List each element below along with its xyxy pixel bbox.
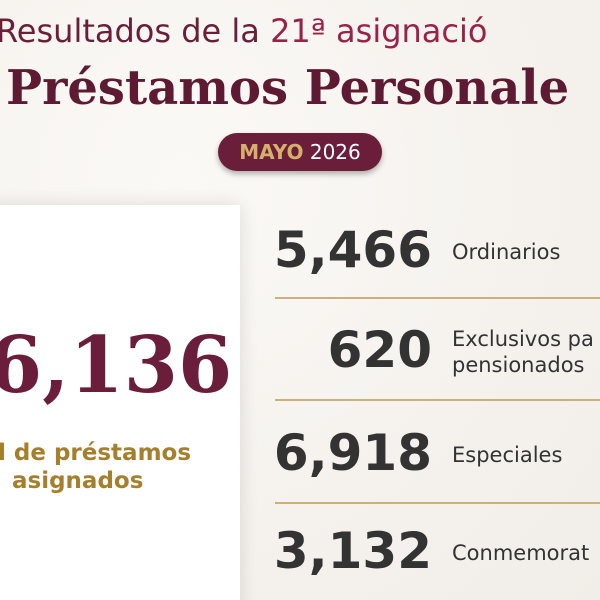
total-label: l de préstamos — [0, 440, 192, 466]
title-prefix: Resultados de la — [0, 12, 260, 50]
row-label: Exclusivos pa — [452, 327, 594, 351]
total-number: 6,136 — [0, 320, 233, 411]
row-label: Especiales — [452, 443, 563, 467]
row-number: 620 — [327, 321, 432, 379]
badge-year: 2026 — [309, 140, 361, 164]
row-number: 3,132 — [273, 522, 432, 580]
total-card — [0, 205, 240, 600]
row-number: 5,466 — [273, 221, 432, 279]
title: Resultados de la 21ª asignació — [0, 12, 487, 50]
row-label: Conmemorat — [452, 541, 590, 565]
title-highlight: 21ª asignació — [270, 12, 488, 50]
separator — [275, 399, 600, 401]
separator — [275, 297, 600, 299]
badge-month: MAYO — [239, 140, 304, 164]
date-badge: MAYO 2026 — [218, 133, 382, 171]
separator — [275, 502, 600, 504]
row-label: Ordinarios — [452, 240, 561, 264]
row-label: pensionados — [452, 353, 585, 377]
total-label: asignados — [12, 468, 144, 494]
subtitle: Préstamos Personale — [6, 60, 570, 116]
row-number: 6,918 — [273, 424, 432, 482]
